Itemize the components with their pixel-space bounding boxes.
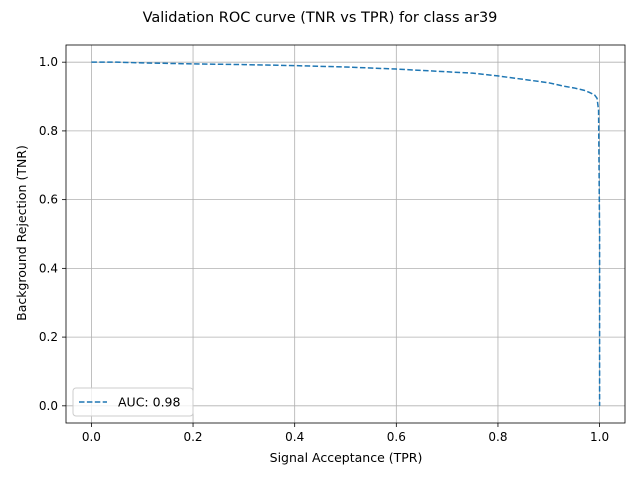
series-layer bbox=[91, 61, 601, 406]
y-tick-label: 0.6 bbox=[39, 193, 58, 207]
chart-title: Validation ROC curve (TNR vs TPR) for cl… bbox=[143, 10, 498, 26]
legend-label: AUC: 0.98 bbox=[118, 395, 180, 410]
tick-layer: 0.0 0.2 0.4 0.6 0.8 1.0 0.0 0.2 0.4 0.6 0.8 1.0 bbox=[39, 55, 609, 444]
legend: AUC: 0.98 bbox=[72, 387, 194, 417]
legend-box bbox=[72, 387, 194, 417]
x-axis-label: Signal Acceptance (TPR) bbox=[270, 450, 423, 465]
y-tick-label: 0.4 bbox=[39, 261, 58, 275]
x-tick-label: 0.8 bbox=[488, 430, 507, 444]
x-tick-label: 0.2 bbox=[183, 430, 202, 444]
plot-frame bbox=[65, 44, 626, 424]
y-tick-label: 0.0 bbox=[39, 399, 58, 413]
x-tick-label: 0.6 bbox=[387, 430, 406, 444]
roc-curve-line bbox=[91, 61, 601, 406]
x-tick-label: 1.0 bbox=[590, 430, 609, 444]
y-tick-label: 1.0 bbox=[39, 55, 58, 69]
x-tick-label: 0.4 bbox=[285, 430, 304, 444]
y-tick-label: 0.8 bbox=[39, 124, 58, 138]
x-tick-label: 0.0 bbox=[82, 430, 101, 444]
y-axis-label: Background Rejection (TNR) bbox=[14, 145, 29, 321]
y-tick-label: 0.2 bbox=[39, 330, 58, 344]
grid bbox=[66, 45, 625, 423]
